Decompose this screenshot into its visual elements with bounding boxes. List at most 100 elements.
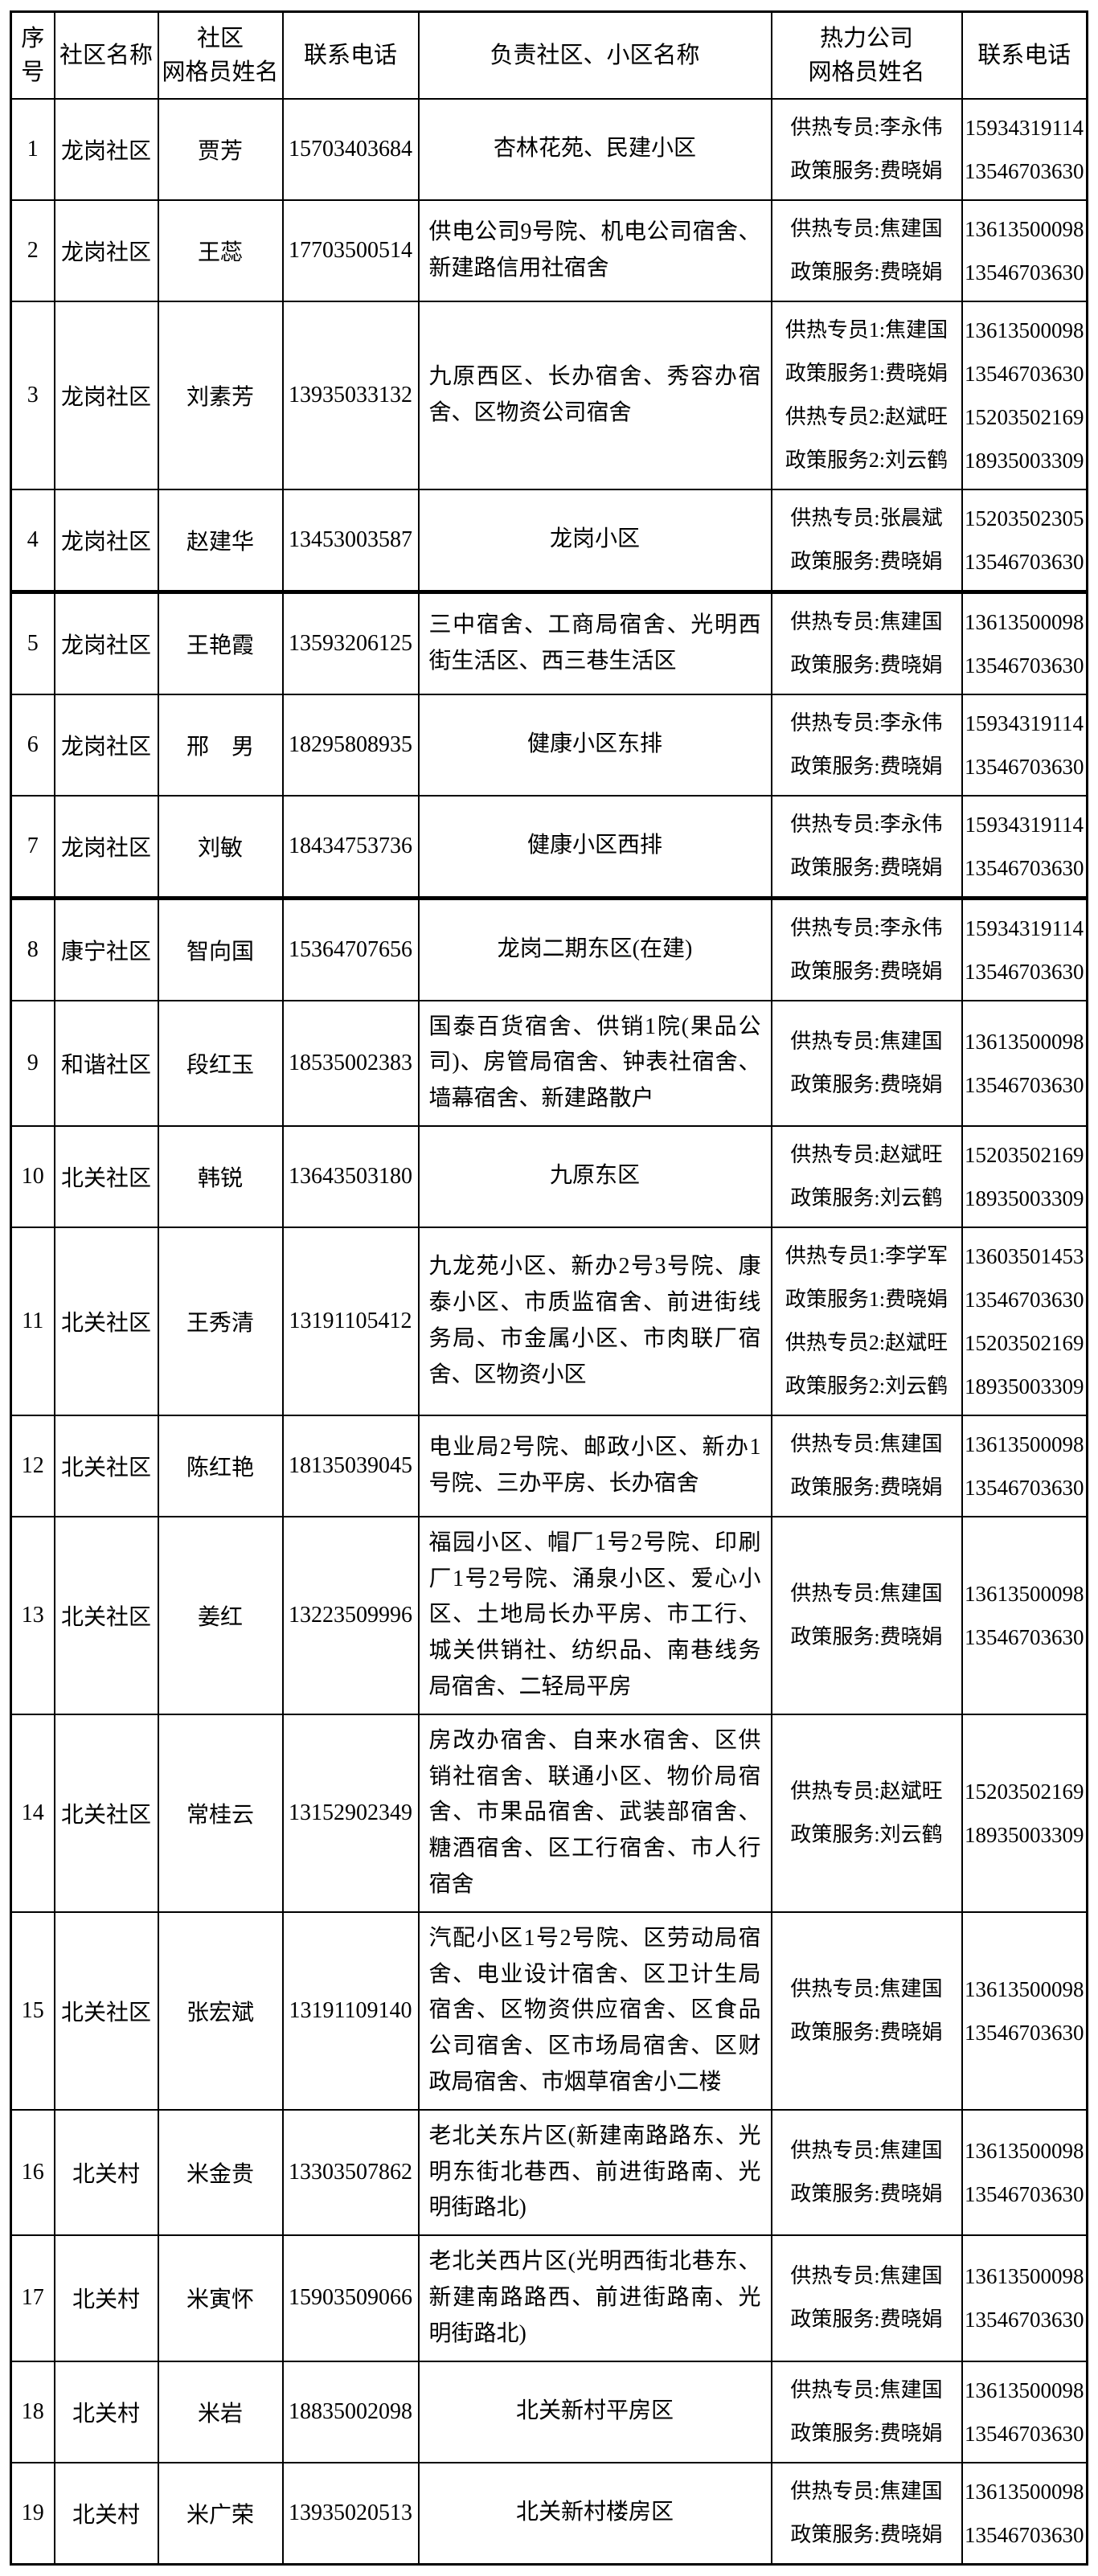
heating-phone-line: 13546703630	[965, 855, 1084, 880]
heating-phone-line: 13546703630	[965, 653, 1084, 678]
cell-grid-worker-name: 王艳霞	[157, 591, 284, 695]
table-row: 14 北关社区 常桂云 13152902349 房改办宿舍、自来水宿舍、区供销社…	[10, 1713, 1088, 1913]
heating-phone-line: 18935003309	[965, 1374, 1084, 1399]
cell-grid-worker-name: 韩锐	[157, 1124, 284, 1228]
heating-phone-line: 18935003309	[965, 1822, 1084, 1847]
heating-phone-line: 13546703630	[965, 260, 1084, 285]
heating-staff-line: 供热专员:焦建国	[790, 2264, 943, 2288]
heating-phone-line: 15934319114	[965, 915, 1084, 940]
cell-community-name: 北关社区	[53, 1713, 159, 1913]
cell-worker-phone: 13303507862	[281, 2108, 420, 2237]
cell-community-name: 康宁社区	[53, 897, 159, 1001]
heating-staff-block: 供热专员:赵斌旺 政策服务:刘云鹤	[790, 1770, 942, 1857]
heating-staff-line: 政策服务:费晓娟	[790, 2020, 943, 2044]
heating-staff-block: 供热专员:赵斌旺 政策服务:刘云鹤	[790, 1133, 942, 1220]
cell-heating-staff: 供热专员:李永伟 政策服务:费晓娟	[770, 693, 963, 797]
cell-heating-phones: 13613500098 13546703630	[961, 199, 1088, 302]
heating-staff-line: 供热专员:李永伟	[790, 915, 943, 940]
cell-heating-staff: 供热专员1:焦建国 政策服务1:费晓娟 供热专员2:赵斌旺 政策服务2:刘云鹤	[770, 300, 963, 490]
cell-serial-number: 12	[10, 1414, 55, 1517]
cell-heating-phones: 13613500098 13546703630	[961, 1515, 1088, 1715]
heating-staff-block: 供热专员:焦建国 政策服务:费晓娟	[790, 1968, 942, 2054]
table-row: 18 北关村 米岩 18835002098 北关新村平房区 供热专员:焦建国 政策…	[10, 2360, 1088, 2463]
cell-community-name: 北关村	[53, 2461, 159, 2566]
cell-worker-phone: 15703403684	[281, 97, 420, 201]
cell-heating-staff: 供热专员:焦建国 政策服务:费晓娟	[770, 1414, 963, 1517]
cell-responsible-areas: 房改办宿舍、自来水宿舍、区供销社宿舍、联通小区、物价局宿舍、市果品宿舍、武装部宿…	[417, 1713, 772, 1913]
heating-staff-line: 政策服务2:刘云鹤	[785, 448, 948, 472]
heating-staff-line: 政策服务1:费晓娟	[785, 361, 948, 385]
cell-serial-number: 14	[10, 1713, 55, 1913]
cell-grid-worker-name: 姜红	[157, 1515, 284, 1715]
cell-worker-phone: 18135039045	[281, 1414, 420, 1517]
cell-worker-phone: 13935033132	[281, 300, 420, 490]
heating-phone-line: 15203502169	[965, 1142, 1084, 1167]
cell-responsible-areas: 电业局2号院、邮政小区、新办1号院、三办平房、长办宿舍	[417, 1414, 772, 1517]
heating-staff-line: 政策服务:费晓娟	[790, 158, 943, 182]
cell-serial-number: 2	[10, 199, 55, 302]
header-contact-phone: 联系电话	[281, 10, 420, 100]
heating-phone-line: 13546703630	[965, 754, 1084, 779]
cell-worker-phone: 13935020513	[281, 2461, 420, 2566]
heating-phone-line: 15934319114	[965, 115, 1084, 140]
heating-phone-line: 15203502169	[965, 1779, 1084, 1804]
heating-staff-block: 供热专员:焦建国 政策服务:费晓娟	[790, 207, 942, 294]
cell-heating-phones: 13613500098 13546703630	[961, 2461, 1088, 2566]
cell-serial-number: 1	[10, 97, 55, 201]
cell-heating-staff: 供热专员:张晨斌 政策服务:费晓娟	[770, 488, 963, 594]
community-heating-contact-table: 序 号 社区名称 社区 网格员姓名 联系电话 负责社区、小区名称 热力公司 网格…	[10, 10, 1088, 2566]
cell-serial-number: 15	[10, 1910, 55, 2111]
cell-responsible-areas: 龙岗小区	[417, 488, 772, 594]
heating-phone-line: 13546703630	[965, 2522, 1084, 2547]
table-row: 11 北关社区 王秀清 13191105412 九龙苑小区、新办2号3号院、康泰…	[10, 1226, 1088, 1416]
cell-responsible-areas: 健康小区东排	[417, 693, 772, 797]
cell-grid-worker-name: 陈红艳	[157, 1414, 284, 1517]
table-row: 12 北关社区 陈红艳 18135039045 电业局2号院、邮政小区、新办1号…	[10, 1414, 1088, 1517]
cell-grid-worker-name: 王秀清	[157, 1226, 284, 1416]
heating-staff-block: 供热专员:焦建国 政策服务:费晓娟	[790, 1020, 942, 1107]
cell-community-name: 龙岗社区	[53, 693, 159, 797]
cell-worker-phone: 13453003587	[281, 488, 420, 594]
cell-heating-staff: 供热专员:赵斌旺 政策服务:刘云鹤	[770, 1124, 963, 1228]
header-responsible-areas: 负责社区、小区名称	[417, 10, 772, 100]
cell-grid-worker-name: 米广荣	[157, 2461, 284, 2566]
cell-worker-phone: 15364707656	[281, 897, 420, 1001]
cell-heating-staff: 供热专员:焦建国 政策服务:费晓娟	[770, 999, 963, 1127]
cell-heating-staff: 供热专员:李永伟 政策服务:费晓娟	[770, 97, 963, 201]
table-row: 13 北关社区 姜红 13223509996 福园小区、帽厂1号2号院、印刷厂1…	[10, 1515, 1088, 1715]
table-row: 2 龙岗社区 王蕊 17703500514 供电公司9号院、机电公司宿舍、新建路…	[10, 199, 1088, 302]
heating-phone-line: 13613500098	[965, 317, 1084, 342]
cell-community-name: 北关社区	[53, 1910, 159, 2111]
cell-heating-phones: 13603501453 13546703630 15203502169 1893500…	[961, 1226, 1088, 1416]
cell-heating-phones: 13613500098 13546703630	[961, 1414, 1088, 1517]
heating-phone-line: 18935003309	[965, 448, 1084, 473]
heating-staff-line: 政策服务:费晓娟	[790, 754, 943, 778]
heating-staff-line: 供热专员:赵斌旺	[790, 1142, 943, 1166]
cell-heating-staff: 供热专员:赵斌旺 政策服务:刘云鹤	[770, 1713, 963, 1913]
heating-staff-block: 供热专员:焦建国 政策服务:费晓娟	[790, 1572, 942, 1659]
cell-heating-staff: 供热专员:焦建国 政策服务:费晓娟	[770, 591, 963, 695]
heating-staff-block: 供热专员:焦建国 政策服务:费晓娟	[790, 600, 942, 687]
heating-staff-line: 供热专员:焦建国	[790, 609, 943, 633]
heating-staff-line: 供热专员2:赵斌旺	[785, 404, 948, 428]
cell-serial-number: 9	[10, 999, 55, 1127]
cell-responsible-areas: 老北关西片区(光明西街北巷东、新建南路路西、前进街路南、光明街路北)	[417, 2234, 772, 2362]
heating-staff-line: 供热专员:张晨斌	[790, 506, 943, 530]
heating-staff-line: 政策服务:费晓娟	[790, 2421, 943, 2445]
table-row: 1 龙岗社区 贾芳 15703403684 杏林花苑、民建小区 供热专员:李永伟…	[10, 97, 1088, 201]
heating-phone-line: 13613500098	[965, 2264, 1084, 2289]
cell-heating-phones: 15203502169 18935003309	[961, 1713, 1088, 1913]
heating-phone-line: 13546703630	[965, 549, 1084, 574]
heating-staff-line: 政策服务:费晓娟	[790, 959, 943, 983]
cell-heating-staff: 供热专员:焦建国 政策服务:费晓娟	[770, 2461, 963, 2566]
heating-phone-line: 13613500098	[965, 1029, 1084, 1054]
cell-responsible-areas: 北关新村平房区	[417, 2360, 772, 2463]
heating-staff-line: 政策服务:费晓娟	[790, 2308, 943, 2332]
heating-staff-block: 供热专员:焦建国 政策服务:费晓娟	[790, 2255, 942, 2341]
heating-staff-block: 供热专员:焦建国 政策服务:费晓娟	[790, 1423, 942, 1509]
heating-phone-line: 13546703630	[965, 2421, 1084, 2446]
cell-grid-worker-name: 米金贵	[157, 2108, 284, 2237]
cell-heating-staff: 供热专员:李永伟 政策服务:费晓娟	[770, 794, 963, 900]
table-row: 4 龙岗社区 赵建华 13453003587 龙岗小区 供热专员:张晨斌 政策服务…	[10, 488, 1088, 594]
cell-serial-number: 16	[10, 2108, 55, 2237]
